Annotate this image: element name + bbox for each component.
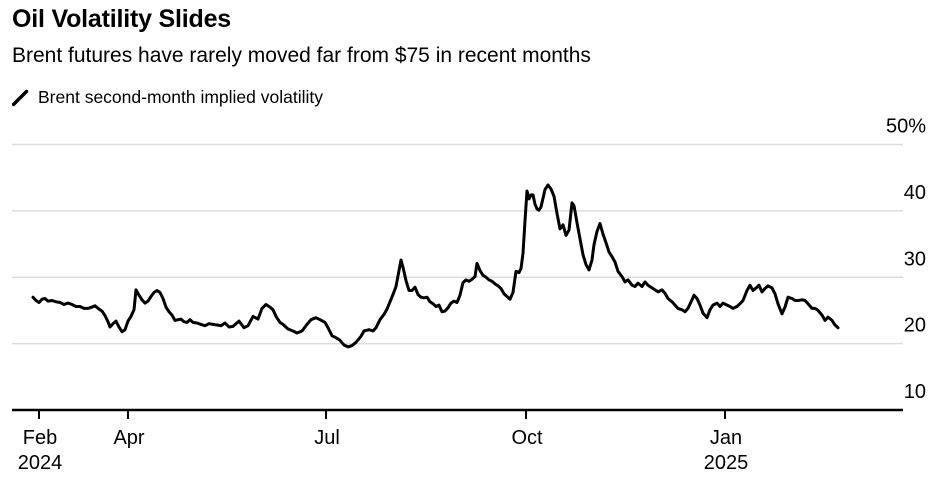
volatility-series-line	[31, 183, 840, 349]
x-tick-year-label: 2024	[18, 452, 63, 474]
y-tick-label: 20	[904, 315, 926, 337]
x-tick-label: Apr	[113, 427, 144, 449]
x-tick-label: Oct	[511, 427, 543, 449]
y-tick-label: 50%	[886, 116, 926, 138]
x-tick-label: Jul	[314, 427, 340, 449]
y-tick-label: 30	[904, 248, 926, 270]
chart-header: Oil Volatility Slides Brent futures have…	[12, 4, 591, 68]
x-tick-label: Jan	[710, 427, 742, 449]
x-tick-year-label: 2025	[704, 452, 749, 474]
legend-series-label: Brent second-month implied volatility	[38, 87, 323, 107]
y-tick-label: 40	[904, 182, 926, 204]
diagonal-line-icon	[11, 89, 30, 107]
x-tick-label: Feb	[23, 427, 57, 449]
chart-legend: Brent second-month implied volatility	[11, 87, 323, 108]
y-tick-label: 10	[904, 381, 926, 403]
chart-subtitle: Brent futures have rarely moved far from…	[12, 44, 591, 68]
page-title: Oil Volatility Slides	[12, 5, 232, 33]
